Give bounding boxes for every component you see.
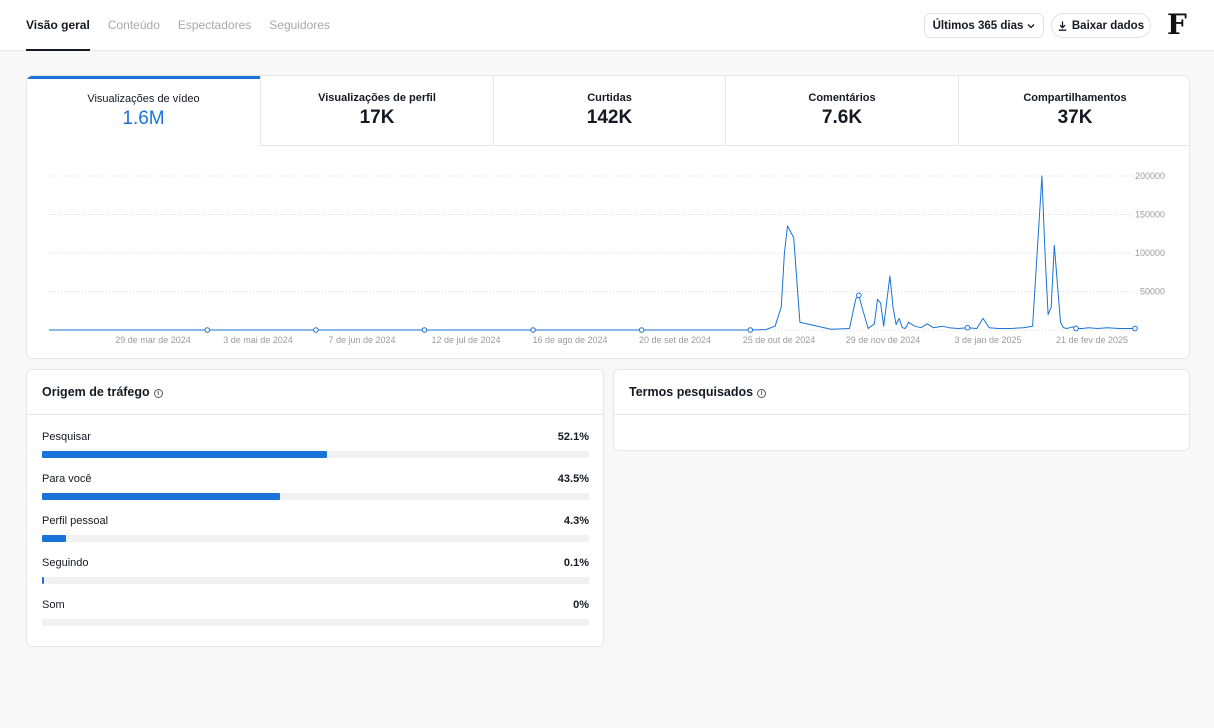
- x-tick-label: 25 de out de 2024: [743, 335, 816, 345]
- data-point-marker: [1132, 325, 1138, 332]
- metric-comments[interactable]: Comentários 7.6K: [725, 76, 958, 146]
- traffic-row-bar-track: [42, 451, 589, 458]
- date-range-label: Últimos 365 dias: [932, 19, 1024, 32]
- traffic-row-label: Pesquisar: [42, 431, 91, 443]
- x-tick-label: 20 de set de 2024: [639, 335, 711, 345]
- traffic-row-bar-fill: [42, 493, 280, 500]
- metrics-card: Visualizações de vídeo 1.6M Visualizaçõe…: [26, 75, 1190, 359]
- metric-shares[interactable]: Compartilhamentos 37K: [958, 76, 1189, 146]
- traffic-row-bar-fill: [42, 451, 327, 458]
- metric-label: Curtidas: [587, 92, 632, 104]
- traffic-row-percent: 4.3%: [563, 515, 589, 527]
- y-tick-label: 200000: [1135, 171, 1165, 181]
- download-data-label: Baixar dados: [1071, 19, 1145, 32]
- metric-value: 7.6K: [821, 107, 863, 128]
- info-icon[interactable]: i: [757, 388, 767, 398]
- metric-value: 1.6M: [122, 108, 165, 129]
- x-tick-label: 21 de fev de 2025: [1056, 335, 1128, 345]
- traffic-row-bar-fill: [42, 577, 44, 584]
- x-tick-label: 3 de mai de 2024: [223, 335, 293, 345]
- metric-value: 142K: [586, 107, 633, 128]
- tab-overview[interactable]: Visão geral: [26, 0, 90, 51]
- metric-label: Visualizações de perfil: [318, 92, 436, 104]
- x-tick-label: 29 de mar de 2024: [115, 335, 191, 345]
- data-point-marker: [421, 327, 428, 333]
- data-point-marker: [856, 292, 862, 299]
- data-point-marker: [204, 327, 211, 333]
- x-tick-label: 7 de jun de 2024: [328, 335, 395, 345]
- traffic-row-label: Som: [42, 599, 65, 611]
- info-icon[interactable]: i: [153, 388, 163, 398]
- traffic-source-title: Origem de tráfego: [42, 385, 150, 399]
- y-tick-label: 100000: [1135, 248, 1165, 258]
- series-line: [49, 175, 1135, 331]
- metric-video-views[interactable]: Visualizações de vídeo 1.6M: [27, 76, 260, 146]
- search-terms-header: Termos pesquisados i: [614, 370, 1189, 415]
- metric-profile-views[interactable]: Visualizações de perfil 17K: [260, 76, 493, 146]
- traffic-row-percent: 52.1%: [557, 431, 589, 443]
- download-data-button[interactable]: Baixar dados: [1051, 13, 1151, 38]
- metric-label: Compartilhamentos: [1023, 92, 1127, 104]
- download-icon: [1058, 21, 1067, 31]
- traffic-row-bar-track: [42, 535, 589, 542]
- y-tick-label: 50000: [1140, 287, 1165, 297]
- traffic-row-label: Para você: [42, 473, 92, 485]
- tab-followers[interactable]: Seguidores: [269, 18, 330, 32]
- x-tick-label: 12 de jul de 2024: [431, 335, 500, 345]
- x-tick-label: 29 de nov de 2024: [846, 335, 921, 345]
- metric-value: 17K: [359, 107, 395, 128]
- traffic-source-header: Origem de tráfego i: [27, 370, 603, 415]
- traffic-row-bar-track: [42, 493, 589, 500]
- search-terms-card: Termos pesquisados i: [613, 369, 1190, 451]
- traffic-row-percent: 43.5%: [557, 473, 589, 485]
- x-tick-label: 16 de ago de 2024: [532, 335, 607, 345]
- traffic-row-percent: 0%: [573, 599, 589, 611]
- traffic-row-bar-track: [42, 619, 589, 626]
- brand-logo[interactable]: F: [1167, 8, 1187, 41]
- x-tick-label: 3 de jan de 2025: [954, 335, 1021, 345]
- traffic-source-card: Origem de tráfego i Pesquisar 52.1% Para v…: [26, 369, 604, 647]
- data-point-marker: [638, 327, 645, 333]
- tab-content[interactable]: Conteúdo: [107, 18, 160, 32]
- traffic-row-label: Seguindo: [42, 557, 89, 569]
- chevron-down-icon: [1027, 23, 1035, 28]
- y-tick-label: 150000: [1135, 210, 1165, 220]
- data-point-marker: [747, 327, 754, 333]
- tab-viewers[interactable]: Espectadores: [177, 18, 252, 32]
- data-point-marker: [313, 327, 319, 333]
- metric-label: Comentários: [808, 92, 876, 104]
- data-point-marker: [964, 324, 971, 331]
- search-terms-title: Termos pesquisados: [629, 385, 754, 399]
- traffic-row-bar-track: [42, 577, 589, 584]
- traffic-row-percent: 0.1%: [563, 557, 589, 569]
- data-point-marker: [1073, 325, 1079, 332]
- metric-label: Visualizações de vídeo: [87, 93, 200, 105]
- data-point-marker: [530, 327, 536, 333]
- top-bar: Visão geral Conteúdo Espectadores Seguid…: [0, 0, 1214, 51]
- traffic-row-bar-fill: [42, 535, 66, 542]
- traffic-row-label: Perfil pessoal: [42, 515, 109, 527]
- metric-value: 37K: [1057, 107, 1093, 128]
- video-views-chart[interactable]: 200000 150000 100000 50000 29 de mar de 2024…: [27, 146, 1190, 358]
- metric-likes[interactable]: Curtidas 142K: [493, 76, 725, 146]
- date-range-dropdown[interactable]: Últimos 365 dias: [924, 13, 1044, 38]
- tab-bar: Visão geral Conteúdo Espectadores Seguid…: [26, 0, 348, 51]
